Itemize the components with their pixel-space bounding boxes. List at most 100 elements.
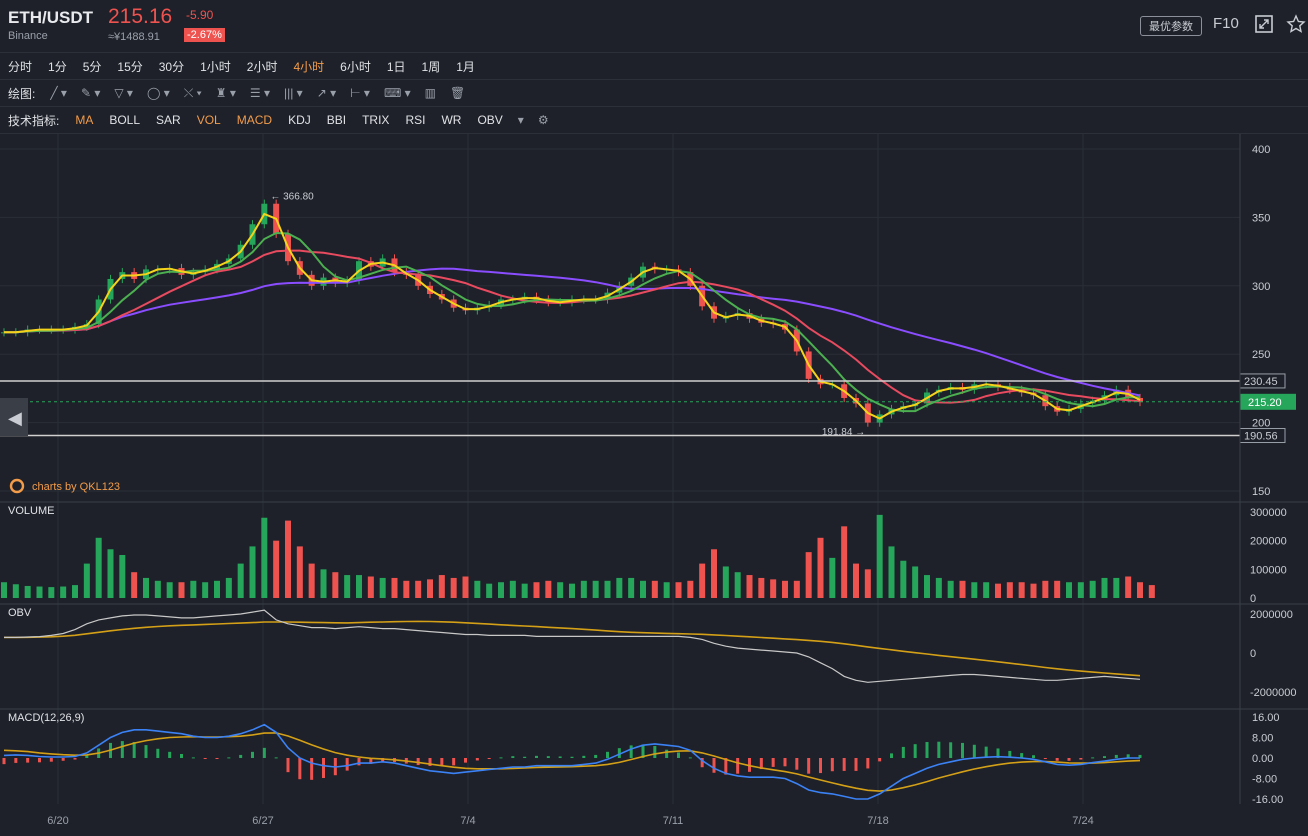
volume-bar bbox=[202, 582, 209, 598]
channel-tool-icon[interactable]: ||| ▾ bbox=[283, 86, 303, 100]
timeframe-2[interactable]: 5分 bbox=[82, 59, 102, 74]
volume-bar bbox=[1066, 582, 1072, 598]
macd-histogram-bar bbox=[759, 758, 763, 770]
x-tick-label: 7/18 bbox=[867, 815, 888, 827]
macd-histogram-bar bbox=[629, 745, 633, 758]
fib-tool-icon[interactable]: ☰ ▾ bbox=[249, 86, 270, 100]
triangle-tool-icon[interactable]: ▽ ▾ bbox=[114, 86, 133, 100]
macd-histogram-bar bbox=[440, 758, 444, 766]
timeframe-8[interactable]: 6小时 bbox=[340, 59, 371, 74]
volume-bar bbox=[1113, 577, 1120, 598]
timeframe-11[interactable]: 1月 bbox=[456, 59, 475, 74]
volume-bar bbox=[569, 583, 575, 598]
macd-histogram-bar bbox=[345, 758, 349, 771]
timeframe-3[interactable]: 15分 bbox=[117, 59, 143, 74]
indicator-trix[interactable]: TRIX bbox=[362, 113, 390, 127]
volume-bar bbox=[1101, 577, 1108, 598]
indicator-macd[interactable]: MACD bbox=[236, 113, 273, 127]
macd-histogram-bar bbox=[617, 748, 621, 758]
indicator-bbi[interactable]: BBI bbox=[326, 113, 347, 127]
y-tick-label: 400 bbox=[1252, 144, 1270, 156]
obv-ma-line bbox=[4, 620, 1141, 677]
macd-histogram-bar bbox=[830, 758, 834, 772]
pen-tool-icon[interactable]: ✎ ▾ bbox=[80, 86, 101, 100]
macd-histogram-bar bbox=[961, 742, 964, 758]
macd-histogram-bar bbox=[783, 758, 787, 767]
indicator-vol[interactable]: VOL bbox=[196, 113, 221, 127]
y-tick-label: 350 bbox=[1252, 212, 1270, 224]
timeframe-6[interactable]: 2小时 bbox=[246, 59, 278, 74]
volume-tick-label: 300000 bbox=[1250, 507, 1287, 519]
note-tool-icon[interactable]: ⌨ ▾ bbox=[383, 86, 411, 100]
f10-button[interactable]: F10 bbox=[1213, 15, 1239, 32]
arrow-tool-icon[interactable]: ↗ ▾ bbox=[316, 86, 337, 100]
best-params-button[interactable]: 最优参数 bbox=[1140, 16, 1202, 36]
circle-tool-icon[interactable]: ◯ ▾ bbox=[146, 86, 170, 100]
volume-bar bbox=[687, 580, 694, 598]
volume-bar bbox=[663, 582, 670, 598]
volume-bar bbox=[734, 572, 741, 598]
volume-bar bbox=[817, 537, 824, 598]
volume-bar bbox=[178, 582, 185, 598]
indicator-wr[interactable]: WR bbox=[441, 113, 462, 127]
macd-histogram-bar bbox=[85, 755, 89, 758]
scroll-left-button[interactable] bbox=[0, 398, 28, 436]
macd-histogram-bar bbox=[1103, 756, 1106, 758]
macd-histogram-bar bbox=[61, 758, 65, 761]
timeframe-0[interactable]: 分时 bbox=[8, 59, 33, 74]
indicator-boll[interactable]: BOLL bbox=[109, 113, 141, 127]
macd-histogram-bar bbox=[724, 758, 728, 775]
volume-bar bbox=[438, 575, 445, 598]
macd-histogram-bar bbox=[203, 758, 207, 759]
volume-bar bbox=[876, 514, 883, 598]
volume-bar bbox=[1137, 582, 1143, 598]
timeframe-10[interactable]: 1周 bbox=[421, 59, 441, 74]
volume-bar bbox=[829, 557, 836, 598]
volume-bar bbox=[261, 517, 268, 598]
last-price-tag bbox=[1240, 393, 1296, 410]
macd-histogram-bar bbox=[357, 758, 361, 766]
indicator-sar[interactable]: SAR bbox=[156, 113, 181, 127]
price-change: -5.90 bbox=[186, 8, 214, 22]
volume-bar bbox=[143, 577, 149, 598]
chart-settings-icon[interactable]: ▥ bbox=[424, 86, 436, 100]
volume-bar bbox=[48, 587, 55, 598]
macd-histogram-bar bbox=[38, 758, 41, 763]
macd-histogram-bar bbox=[937, 741, 941, 758]
macd-histogram-bar bbox=[677, 752, 680, 758]
pattern-tool-icon[interactable]: ♜ ▾ bbox=[215, 86, 236, 100]
volume-tick-label: 0 bbox=[1250, 593, 1256, 605]
volume-bar bbox=[166, 582, 173, 598]
macd-histogram-bar bbox=[901, 746, 905, 758]
timeframe-1[interactable]: 1分 bbox=[48, 59, 67, 74]
chevron-down-icon[interactable]: ▾ bbox=[517, 113, 524, 127]
timeframe-5[interactable]: 1小时 bbox=[200, 59, 231, 74]
indicator-ma[interactable]: MA bbox=[75, 113, 94, 127]
volume-bar bbox=[533, 582, 540, 598]
gear-icon[interactable]: ⚙ bbox=[537, 113, 549, 127]
expand-icon[interactable] bbox=[1254, 14, 1274, 34]
line-tool-icon[interactable]: ╱ ▾ bbox=[50, 86, 67, 100]
timeframe-7[interactable]: 4小时 bbox=[293, 59, 325, 74]
macd-tick-label: -8.00 bbox=[1252, 774, 1277, 786]
star-icon[interactable] bbox=[1286, 14, 1306, 34]
indicator-obv[interactable]: OBV bbox=[477, 113, 503, 127]
chart-area[interactable]: 6/20 6/27 7/4 7/11 7/18 7/24 150 200 250 300 350 40… bbox=[0, 134, 1308, 836]
volume-bar bbox=[1018, 582, 1025, 598]
y-tick-label: 300 bbox=[1252, 281, 1270, 293]
macd-histogram-bar bbox=[1055, 758, 1059, 761]
macd-histogram-bar bbox=[570, 756, 574, 758]
indicator-kdj[interactable]: KDJ bbox=[288, 113, 311, 127]
range-tool-icon[interactable]: ⊢ ▾ bbox=[350, 86, 370, 100]
trash-icon[interactable]: 🗑 bbox=[449, 86, 466, 100]
indicator-rsi[interactable]: RSI bbox=[405, 113, 426, 127]
timeframe-4[interactable]: 30分 bbox=[158, 59, 185, 74]
macd-histogram-bar bbox=[120, 741, 124, 758]
volume-bar bbox=[971, 582, 978, 598]
macd-histogram-bar bbox=[298, 758, 302, 780]
cross-tool-icon[interactable]: ⤬ ▾ bbox=[183, 85, 202, 100]
timeframe-9[interactable]: 1日 bbox=[386, 59, 406, 74]
volume-bar bbox=[935, 577, 942, 598]
volume-bar bbox=[616, 577, 623, 598]
volume-bar bbox=[782, 580, 788, 598]
